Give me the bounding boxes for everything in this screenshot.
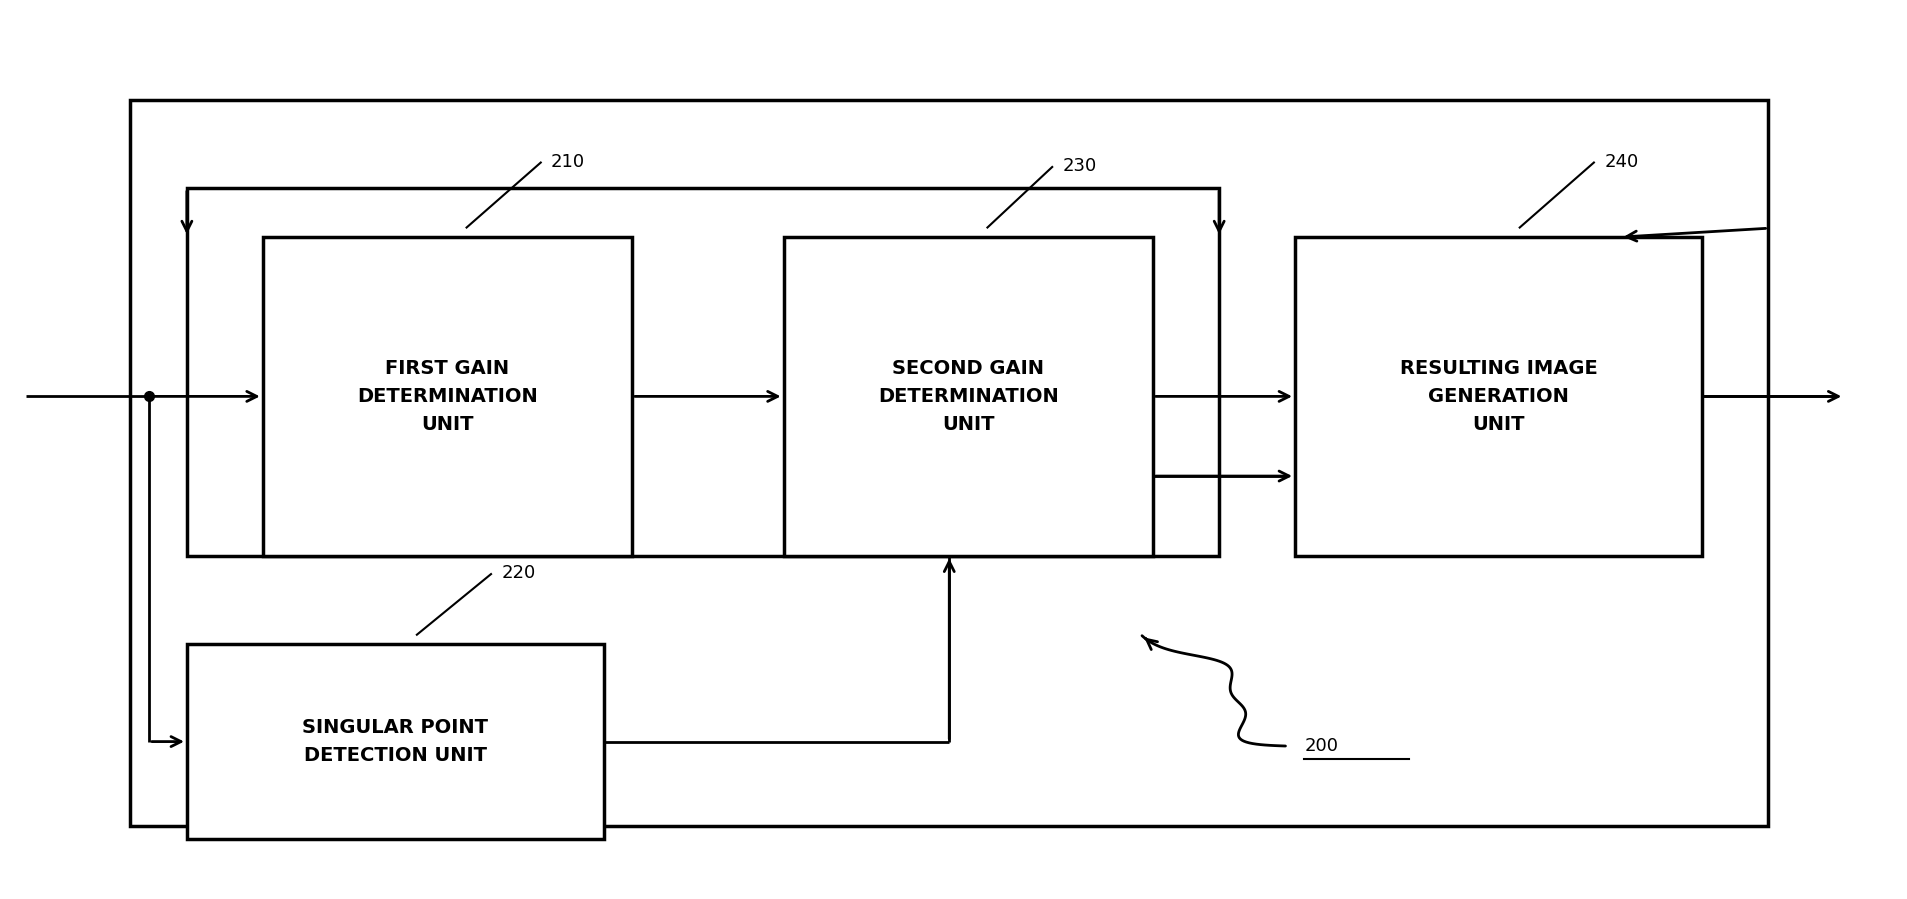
Text: FIRST GAIN
DETERMINATION
UNIT: FIRST GAIN DETERMINATION UNIT: [357, 359, 538, 434]
Bar: [187, 645, 603, 839]
Text: 220: 220: [502, 565, 536, 583]
Text: SECOND GAIN
DETERMINATION
UNIT: SECOND GAIN DETERMINATION UNIT: [877, 359, 1058, 434]
Bar: [187, 189, 1219, 556]
Text: 230: 230: [1062, 157, 1097, 175]
Bar: [263, 237, 631, 556]
Text: 240: 240: [1604, 153, 1638, 171]
Text: 210: 210: [551, 153, 585, 171]
Bar: [1295, 237, 1701, 556]
Bar: [130, 100, 1768, 825]
Text: RESULTING IMAGE
GENERATION
UNIT: RESULTING IMAGE GENERATION UNIT: [1400, 359, 1596, 434]
Text: 200: 200: [1304, 737, 1337, 755]
Bar: [784, 237, 1152, 556]
Text: SINGULAR POINT
DETECTION UNIT: SINGULAR POINT DETECTION UNIT: [301, 718, 488, 765]
